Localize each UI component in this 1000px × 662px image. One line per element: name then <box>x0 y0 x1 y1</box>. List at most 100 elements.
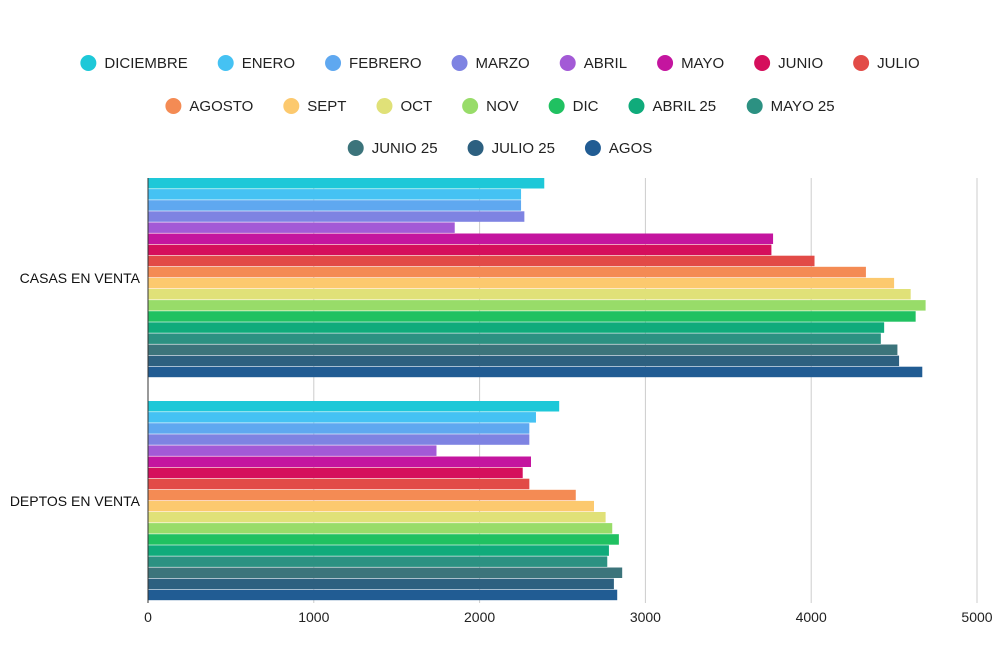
bar <box>148 255 815 267</box>
chart-legend: DICIEMBRE ENERO FEBRERO MARZO ABRIL MAYO JUNIO… <box>80 55 920 157</box>
legend-label: JUNIO <box>778 55 823 72</box>
chart-bars: CASAS EN VENTA DEPTOS EN VENTA <box>10 178 926 601</box>
bar <box>148 545 609 556</box>
legend-item: JUNIO <box>754 55 823 72</box>
legend-item: DIC <box>548 98 599 115</box>
category-label: DEPTOS EN VENTA <box>10 493 141 509</box>
legend-label: FEBRERO <box>349 55 422 72</box>
legend-label: ENERO <box>242 55 295 72</box>
bar <box>148 178 545 189</box>
bar <box>148 456 531 467</box>
bar <box>148 322 885 333</box>
legend-label: JULIO <box>877 55 920 72</box>
bar <box>148 500 595 512</box>
bar <box>148 355 900 367</box>
legend-label: MAYO 25 <box>771 98 835 115</box>
legend-marker <box>325 55 342 71</box>
bar <box>148 200 522 211</box>
legend-label: ABRIL 25 <box>652 98 716 115</box>
bar <box>148 512 606 523</box>
legend-label: ABRIL <box>584 55 627 72</box>
bar <box>148 567 623 578</box>
bar <box>148 434 530 445</box>
legend-label: AGOS <box>609 140 652 157</box>
legend-label: DIC <box>573 98 599 115</box>
bar <box>148 489 576 501</box>
bar <box>148 401 560 412</box>
bar <box>148 222 455 233</box>
bar <box>148 589 618 601</box>
legend-marker <box>165 98 182 114</box>
legend-label: MARZO <box>476 55 530 72</box>
legend-marker <box>217 55 234 71</box>
legend-marker <box>347 140 364 156</box>
legend-item: OCT <box>376 98 432 115</box>
legend-marker <box>467 140 484 156</box>
legend-marker <box>376 98 393 114</box>
legend-item: MAYO 25 <box>746 98 835 115</box>
legend-marker <box>283 98 300 114</box>
legend-item: AGOSTO <box>165 98 253 115</box>
x-tick-label: 5000 <box>961 609 992 625</box>
legend-item: ENERO <box>217 55 295 72</box>
x-tick-label: 2000 <box>464 609 495 625</box>
bar <box>148 445 437 456</box>
bar <box>148 467 523 479</box>
legend-item: MARZO <box>451 55 530 72</box>
bar <box>148 578 614 590</box>
legend-label: OCT <box>400 98 432 115</box>
legend-marker <box>80 55 97 71</box>
bar <box>148 534 619 545</box>
legend-marker <box>462 98 479 114</box>
legend-label: JULIO 25 <box>492 140 555 157</box>
bar <box>148 366 923 378</box>
bar <box>148 211 525 222</box>
bar <box>148 266 866 278</box>
x-tick-label: 1000 <box>298 609 329 625</box>
legend-marker <box>451 55 468 71</box>
legend-item: MAYO <box>657 55 724 72</box>
legend-marker <box>853 55 870 71</box>
bar <box>148 333 881 344</box>
legend-marker <box>746 98 763 114</box>
bar <box>148 344 898 355</box>
bar <box>148 412 536 423</box>
legend-item: AGOS <box>584 140 652 157</box>
legend-item: NOV <box>462 98 519 115</box>
legend-label: JUNIO 25 <box>372 140 438 157</box>
legend-label: AGOSTO <box>189 98 253 115</box>
legend-item: JULIO 25 <box>467 140 555 157</box>
x-tick-label: 4000 <box>796 609 827 625</box>
bar <box>148 311 916 322</box>
legend-item: ABRIL <box>559 55 627 72</box>
bar <box>148 244 772 256</box>
bar <box>148 289 911 300</box>
bar <box>148 523 613 534</box>
legend-item: ABRIL 25 <box>628 98 716 115</box>
legend-marker <box>559 55 576 71</box>
x-tick-label: 3000 <box>630 609 661 625</box>
legend-item: JUNIO 25 <box>347 140 438 157</box>
bar <box>148 556 608 567</box>
category-label: CASAS EN VENTA <box>20 270 141 286</box>
legend-item: FEBRERO <box>325 55 422 72</box>
legend-label: SEPT <box>307 98 346 115</box>
legend-item: SEPT <box>283 98 346 115</box>
legend-marker <box>584 140 601 156</box>
legend-marker <box>754 55 771 71</box>
bar <box>148 277 895 289</box>
bar <box>148 233 774 244</box>
legend-item: DICIEMBRE <box>80 55 188 72</box>
legend-label: NOV <box>486 98 519 115</box>
legend-marker <box>657 55 674 71</box>
bar <box>148 300 926 311</box>
x-tick-label: 0 <box>144 609 152 625</box>
legend-marker <box>548 98 565 114</box>
bar <box>148 423 530 434</box>
bar <box>148 189 522 200</box>
legend-label: DICIEMBRE <box>104 55 187 72</box>
chart-axis: 0 1000 2000 3000 4000 5000 <box>144 178 993 625</box>
legend-label: MAYO <box>681 55 724 72</box>
legend-item: JULIO <box>853 55 920 72</box>
